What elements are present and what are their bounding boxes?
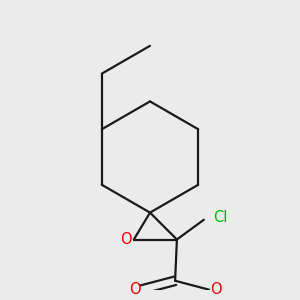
Text: O: O — [210, 282, 221, 297]
Text: O: O — [129, 282, 140, 297]
Text: Cl: Cl — [213, 211, 227, 226]
Text: O: O — [120, 232, 132, 247]
